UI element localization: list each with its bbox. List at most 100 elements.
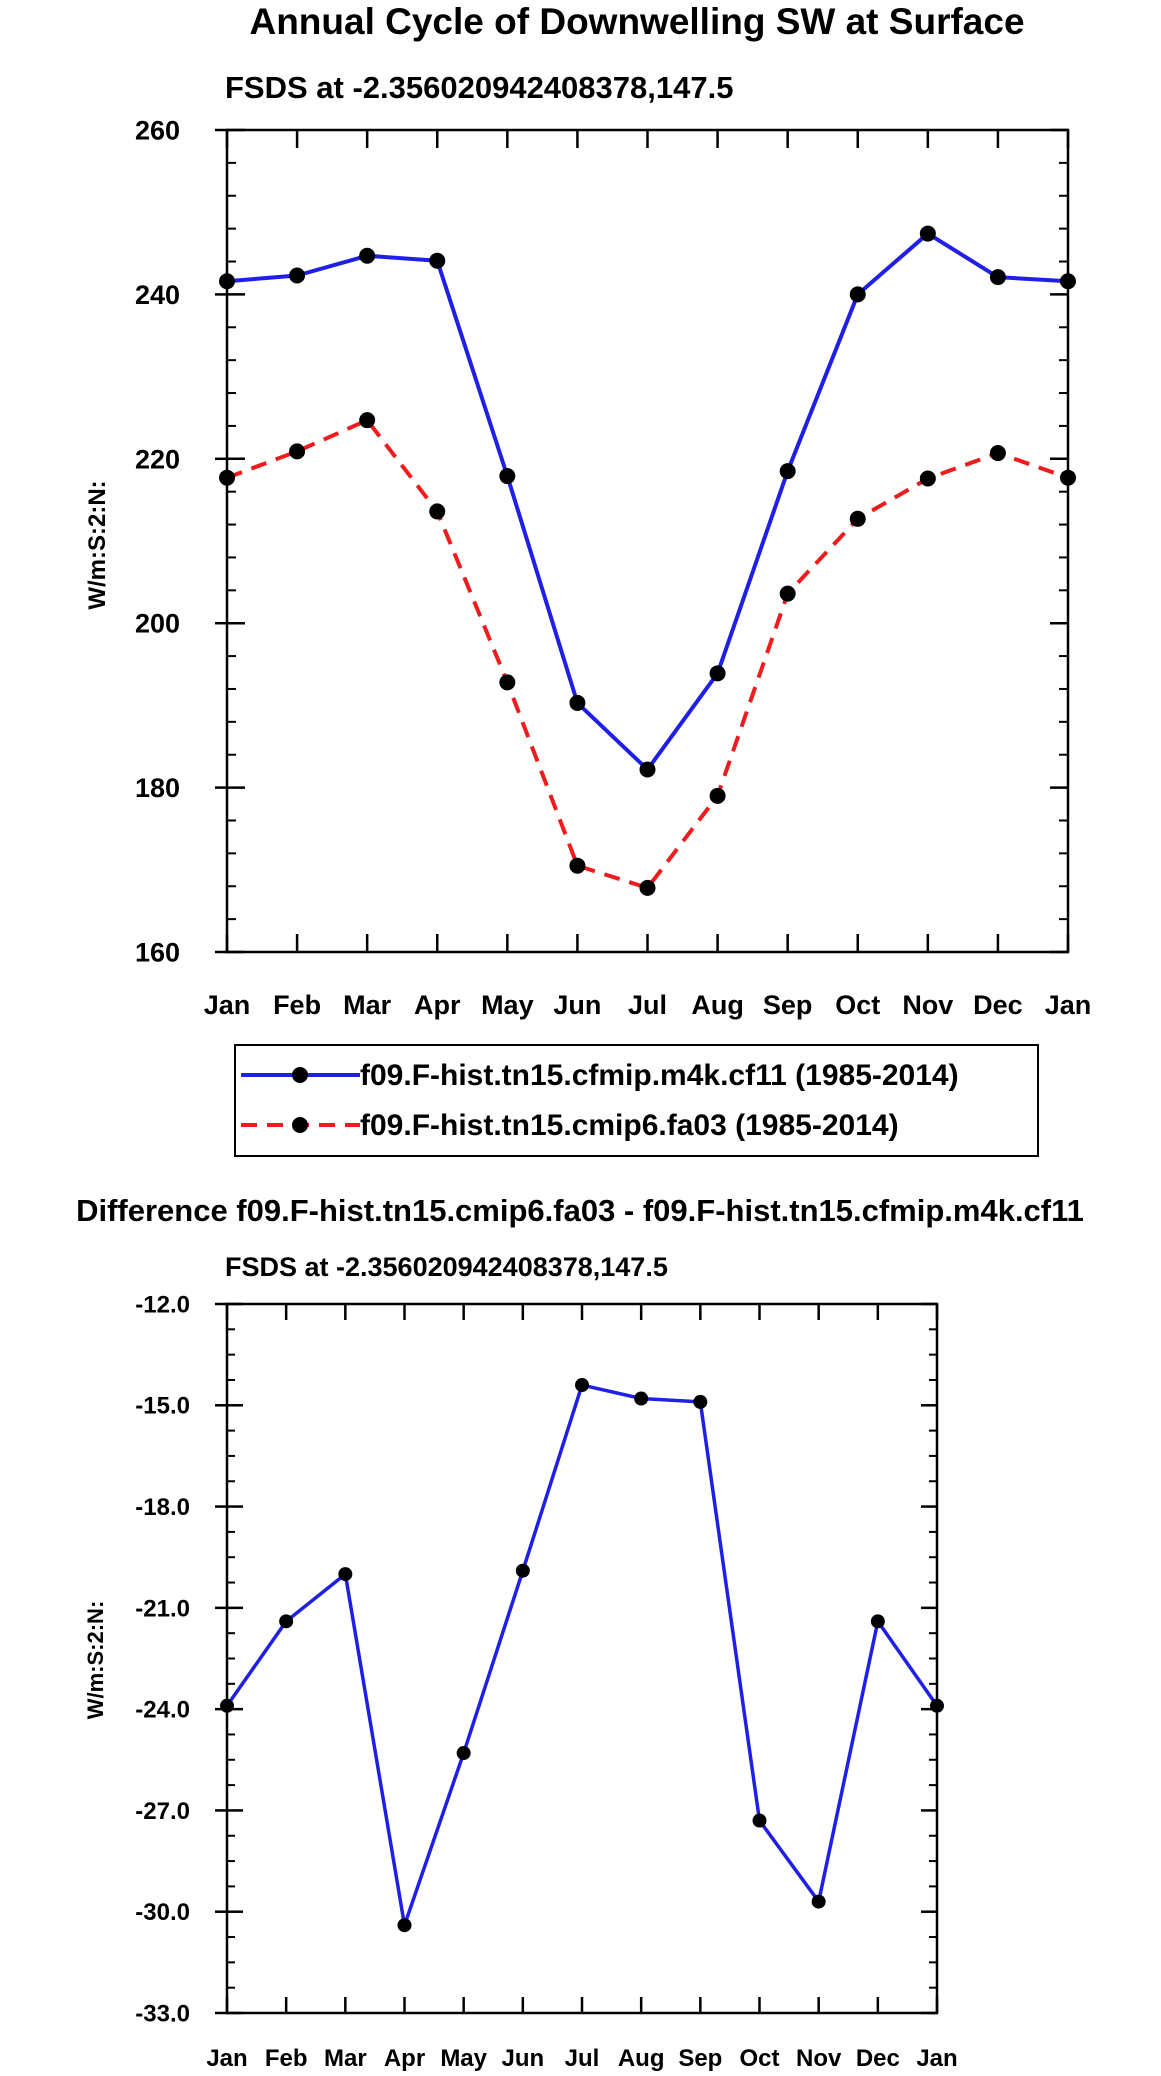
chart1-series-1-point [709,665,726,682]
chart2-y-tick-label: -12.0 [135,1291,190,1318]
chart1-series-2-point [709,787,726,804]
chart2-series-1-point [338,1567,353,1582]
chart1-series-2-point [289,443,306,460]
chart1-y-tick-label: 260 [135,115,180,145]
chart2-title: Difference f09.F-hist.tn15.cmip6.fa03 - … [76,1193,1084,1228]
chart2-tick-labels: Jan Feb Mar Apr May Jun Jul Aug Sep Oct Nov Dec Jan-… [135,1291,957,2072]
chart2-series-1-point [870,1614,885,1629]
chart2-ylabel: W/m:S:2:N: [83,1601,108,1720]
chart2-x-tick-label: Oct [739,2045,779,2072]
chart1-series-2-point [569,857,586,874]
legend-label-series-2: f09.F-hist.tn15.cmip6.fa03 (1985-2014) [360,1109,899,1142]
chart1-series-1-point [989,269,1006,286]
chart2-series-1-point [515,1563,530,1578]
chart2-x-tick-label: Dec [856,2045,900,2072]
chart1-y-tick-label: 240 [135,280,180,310]
chart1-series-1-point [639,761,656,778]
chart1-x-tick-label: Apr [414,990,461,1020]
chart1-series-2-point [219,469,235,486]
chart2-axes [215,1302,939,2015]
chart1-series-1-point [359,247,376,264]
chart1-series [219,225,1076,896]
chart1-series-2-point [429,503,446,520]
legend-marker-series-1 [292,1067,308,1083]
chart2-x-tick-label: Jan [916,2045,957,2072]
chart1-x-tick-label: Sep [763,990,813,1020]
chart1-x-tick-label: Jun [553,990,601,1020]
chart1-x-tick-label: Aug [691,990,743,1020]
chart1-series-2-point [849,510,866,527]
chart2-series-1-point [752,1813,767,1828]
chart1-series-1-point [499,468,516,485]
chart2-x-tick-label: Apr [384,2045,425,2072]
chart1-series-2-point [989,445,1006,462]
chart1-series-1-point [779,463,796,480]
chart2-y-tick-label: -21.0 [135,1595,190,1622]
chart2-series-1-point [220,1698,234,1713]
chart2-series-1-point [811,1894,826,1909]
chart2-series-1-point [693,1394,708,1409]
chart2-series-1-point [930,1698,944,1713]
chart2-y-tick-label: -24.0 [135,1697,190,1724]
chart1-series-line-1 [226,231,1069,772]
chart2-plot-frame [225,1302,939,2015]
chart1-series-1-point [219,273,235,290]
chart2-series [220,1378,944,1933]
chart2-y-tick-label: -30.0 [135,1899,190,1926]
chart2-series-1-point [279,1614,294,1629]
chart2-x-tick-label: Sep [678,2045,722,2072]
chart1-series-2-point [779,585,796,602]
chart1-ylabel: W/m:S:2:N: [84,480,111,609]
chart2-series-1-point [456,1746,471,1761]
chart1-y-tick-label: 220 [135,444,180,474]
chart1-series-1-point [569,694,586,711]
chart1-x-tick-label: Mar [343,990,392,1020]
chart1-series-1-point [919,225,936,242]
chart2-x-tick-label: Jan [206,2045,247,2072]
chart1-x-tick-label: Dec [973,990,1023,1020]
chart2-x-tick-label: Jul [565,2045,600,2072]
chart2-x-tick-label: Jun [501,2045,544,2072]
chart1-series-2-point [1060,469,1076,486]
chart1-x-tick-label: Feb [273,990,321,1020]
chart2-x-tick-label: May [440,2045,487,2072]
chart1-series-2-point [639,879,656,896]
chart1-y-tick-label: 160 [135,937,180,967]
chart1-series-1-point [1060,273,1076,290]
chart1-y-tick-label: 200 [135,609,180,639]
chart1-series-2-point [499,674,516,691]
chart2-x-tick-label: Nov [796,2045,842,2072]
chart2-y-tick-label: -18.0 [135,1494,190,1521]
chart1-axes [215,128,1070,954]
chart1-x-tick-label: Jul [628,990,667,1020]
chart1-series-1-point [849,286,866,303]
legend-label-series-1: f09.F-hist.tn15.cfmip.m4k.cf11 (1985-201… [360,1059,959,1092]
chart2-y-tick-label: -27.0 [135,1798,190,1825]
chart-difference: Difference f09.F-hist.tn15.cmip6.fa03 - … [76,1193,1084,2072]
chart2-x-tick-label: Feb [265,2045,308,2072]
chart2-x-tick-label: Mar [324,2045,367,2072]
chart1-series-1-point [289,267,306,284]
chart1-x-tick-label: Jan [204,990,251,1020]
chart1-series-line-2 [226,418,1069,890]
chart-annual-cycle: Annual Cycle of Downwelling SW at Surfac… [84,1,1091,1157]
chart1-x-tick-label: May [481,990,534,1020]
chart2-y-tick-label: -15.0 [135,1393,190,1420]
chart2-series-1-point [575,1378,589,1393]
chart1-x-tick-label: Jan [1045,990,1092,1020]
chart1-y-tick-label: 180 [135,773,180,803]
chart1-series-2-point [919,470,936,487]
chart1-x-tick-label: Oct [835,990,880,1020]
chart2-series-1-point [634,1391,649,1406]
chart1-subtitle: FSDS at -2.356020942408378,147.5 [225,70,733,105]
chart1-tick-labels: Jan Feb Mar Apr May Jun Jul Aug Sep Oct Nov Dec Jan 1… [135,115,1091,1020]
legend-marker-series-2 [292,1117,308,1133]
chart1-plot-frame [225,128,1070,954]
chart1-series-1-point [429,252,446,269]
chart2-series-1-point [397,1918,412,1933]
chart2-series-line-1 [225,1383,939,1927]
legend-box [234,1044,1039,1157]
chart2-y-tick-label: -33.0 [135,2000,190,2027]
chart1-title: Annual Cycle of Downwelling SW at Surfac… [249,1,1024,42]
